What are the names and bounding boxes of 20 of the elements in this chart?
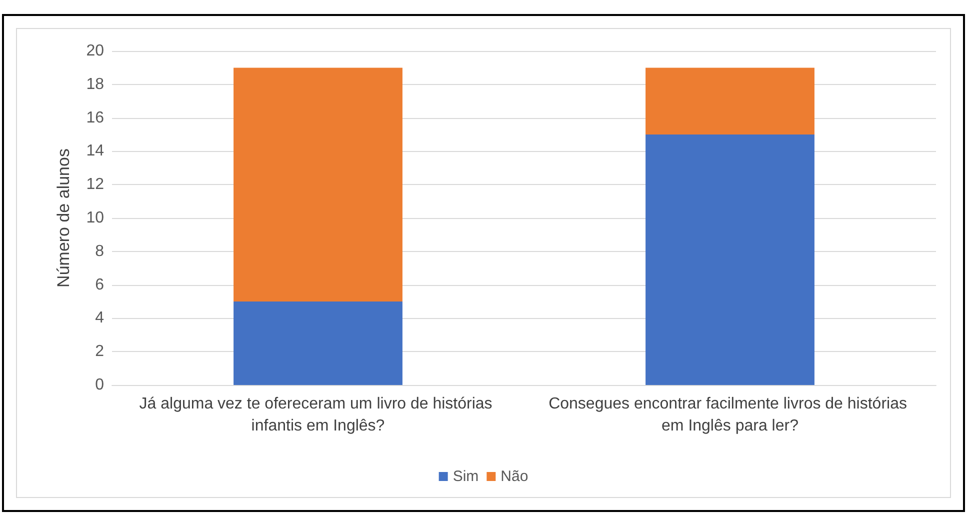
y-tick-label: 4 — [95, 310, 104, 327]
legend-label: Sim — [452, 468, 479, 485]
y-tick-label: 6 — [95, 276, 104, 294]
bar — [646, 68, 814, 134]
y-tick-label: 14 — [86, 142, 104, 160]
y-tick-label: 16 — [86, 109, 104, 126]
bar — [234, 68, 402, 302]
y-tick-label: 20 — [86, 42, 104, 60]
y-tick-label: 12 — [86, 176, 104, 194]
y-tick-label: 2 — [95, 343, 104, 360]
legend-label: Não — [500, 468, 528, 485]
y-tick-label: 18 — [86, 76, 104, 93]
x-tick-label: Já alguma vez te ofereceram um livro de histórias infantis em Inglês? — [139, 396, 497, 434]
x-tick-label: Consegues encontrar facilmente livros de histórias em Inglês para ler? — [548, 396, 912, 434]
bar — [234, 302, 402, 385]
y-tick-label: 10 — [86, 210, 104, 226]
bar — [646, 134, 814, 385]
y-tick-label: 8 — [95, 242, 104, 260]
y-axis-title: Número de alunos — [54, 148, 73, 288]
y-tick-label: 0 — [95, 376, 104, 394]
